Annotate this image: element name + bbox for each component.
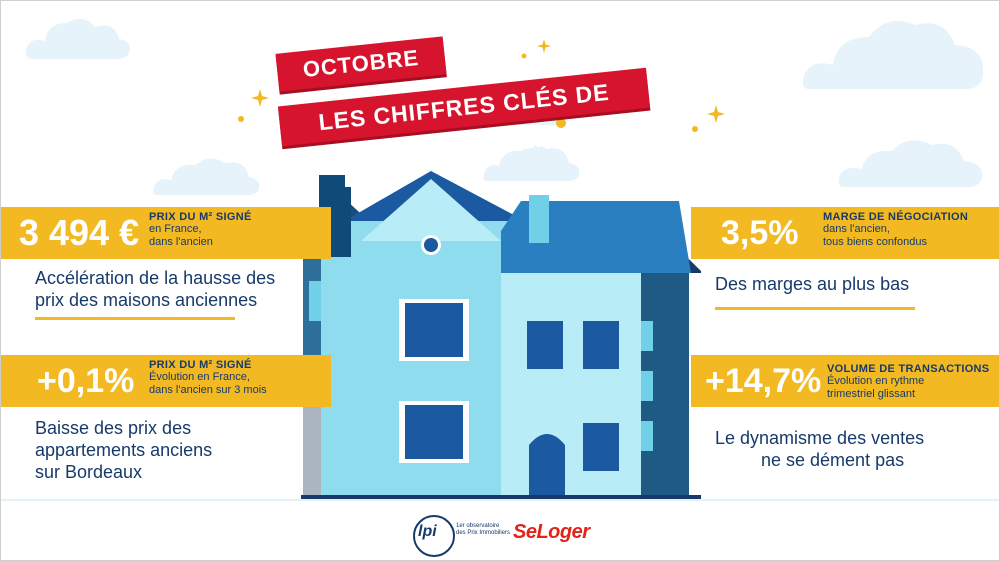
stat-label: MARGE DE NÉGOCIATION dans l'ancien, tous… xyxy=(823,211,968,249)
stat-sub: en France, xyxy=(149,223,202,235)
sparkle-icon xyxy=(537,39,551,53)
lpi-caption: 1er observatoire des Prix Immobiliers xyxy=(456,523,510,537)
desc-line: prix des maisons anciennes xyxy=(35,290,258,310)
stat-label: VOLUME DE TRANSACTIONS Évolution en ryth… xyxy=(827,363,989,401)
sparkle-icon xyxy=(707,105,725,123)
cloud-top-right xyxy=(802,21,984,89)
lpi-logo xyxy=(413,515,455,557)
stat-description: Le dynamisme des ventes ne se dément pas xyxy=(715,427,924,471)
stat-value: +0,1% xyxy=(37,362,135,400)
ground-line xyxy=(1,499,999,501)
divider xyxy=(715,307,915,310)
cloud-mid-right xyxy=(838,140,983,187)
stat-band xyxy=(1,355,331,407)
stat-band xyxy=(691,207,999,259)
stat-title: MARGE DE NÉGOCIATION xyxy=(823,211,969,223)
desc-line: Accélération de la hausse des xyxy=(35,268,276,288)
desc-line: ne se dément pas xyxy=(761,450,905,470)
stat-label: PRIX DU M² SIGNÉ en France, dans l'ancie… xyxy=(149,211,252,249)
seloger-logo: SeLoger xyxy=(513,521,590,543)
divider xyxy=(35,317,235,320)
lpi-caption-line: des Prix Immobiliers xyxy=(456,530,511,536)
desc-line: appartements anciens xyxy=(35,440,213,460)
houses-illustration xyxy=(301,171,701,501)
lpi-caption-line: 1er observatoire xyxy=(456,523,500,529)
stat-description: Baisse des prix des appartements anciens… xyxy=(35,417,212,483)
sparkle-icon xyxy=(251,89,269,107)
desc-line: Le dynamisme des ventes xyxy=(715,428,925,448)
cloud-top-left xyxy=(25,18,130,59)
stat-sub: trimestriel glissant xyxy=(827,388,916,400)
sparkle-icon xyxy=(692,126,698,132)
stat-sub: Évolution en rythme xyxy=(827,375,925,387)
stat-value: 3,5% xyxy=(721,214,799,252)
cloud-center xyxy=(483,145,580,181)
sparkle-icon xyxy=(238,116,244,122)
stat-sub: dans l'ancien sur 3 mois xyxy=(149,384,267,396)
stat-title: PRIX DU M² SIGNÉ xyxy=(149,359,252,371)
stat-sub: Évolution en France, xyxy=(149,371,250,383)
banner-date: OCTOBRE 2019 xyxy=(275,36,447,116)
lpi-logo-text: lpi xyxy=(418,523,437,540)
stat-sub: tous biens confondus xyxy=(823,236,927,248)
stat-description: Accélération de la hausse des prix des m… xyxy=(35,267,275,311)
stat-value: +14,7% xyxy=(705,362,822,400)
stat-band xyxy=(1,207,331,259)
stat-title: VOLUME DE TRANSACTIONS xyxy=(827,363,990,375)
stat-label: PRIX DU M² SIGNÉ Évolution en France, da… xyxy=(149,359,267,397)
desc-line: Baisse des prix des xyxy=(35,418,192,438)
stat-title: PRIX DU M² SIGNÉ xyxy=(149,211,252,223)
desc-line: sur Bordeaux xyxy=(35,462,143,482)
sparkle-icon xyxy=(556,118,566,128)
sparkle-icon xyxy=(521,53,527,59)
stat-sub: dans l'ancien, xyxy=(823,223,890,235)
stat-band xyxy=(691,355,999,407)
stat-sub: dans l'ancien xyxy=(149,236,213,248)
stat-value: 3 494 € xyxy=(19,212,140,253)
stat-description: Des marges au plus bas xyxy=(715,273,909,295)
cloud-left xyxy=(153,158,260,195)
desc-line: Des marges au plus bas xyxy=(715,274,910,294)
